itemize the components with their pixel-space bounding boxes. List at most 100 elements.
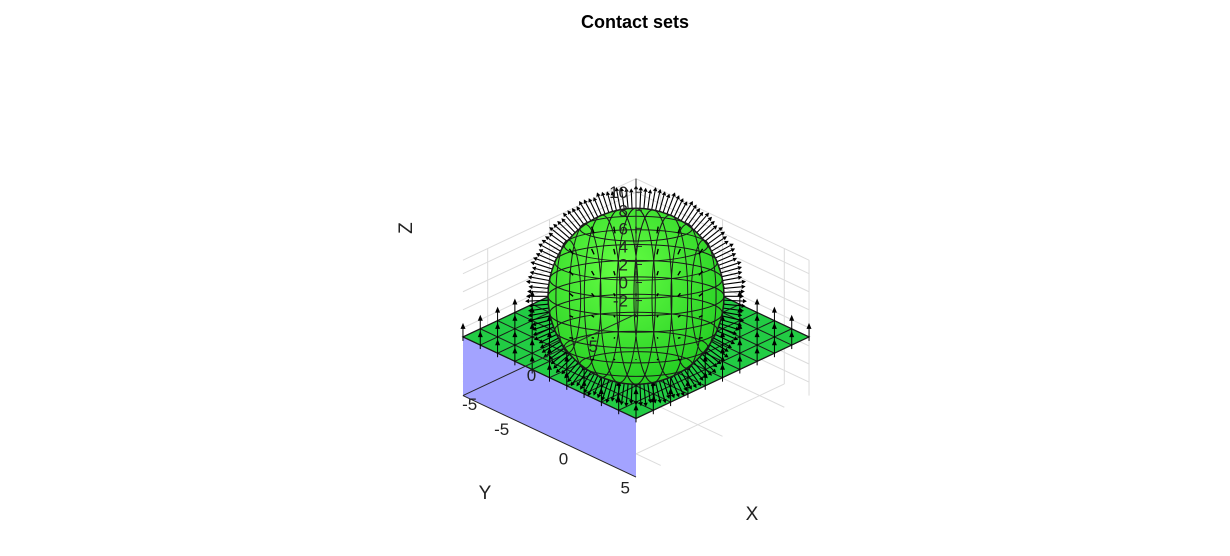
normal-arrow xyxy=(698,292,704,297)
normal-arrow-head xyxy=(547,363,552,370)
normal-arrow-head xyxy=(619,187,624,192)
normal-arrow-head xyxy=(737,270,743,276)
normal-arrow xyxy=(630,382,633,401)
normal-arrow-head xyxy=(528,303,533,308)
normal-arrow-head xyxy=(707,371,712,376)
normal-arrow-head xyxy=(740,294,744,299)
normal-arrow xyxy=(630,192,633,210)
normal-arrow-head xyxy=(525,298,530,304)
normal-arrow xyxy=(669,198,679,217)
normal-arrow xyxy=(680,204,692,222)
normal-arrow-head xyxy=(541,239,547,244)
normal-arrow-head xyxy=(553,223,558,229)
normal-arrow xyxy=(613,248,616,255)
normal-arrow-head xyxy=(576,206,581,211)
normal-arrow-head xyxy=(564,373,569,379)
normal-arrow-head xyxy=(528,308,533,313)
normal-arrow-head xyxy=(529,322,535,329)
normal-arrow xyxy=(656,270,659,276)
normal-arrow-head xyxy=(601,396,606,401)
normal-arrow xyxy=(565,215,580,232)
normal-arrow xyxy=(662,197,669,213)
normal-arrow-head xyxy=(739,317,745,323)
normal-arrow-head xyxy=(806,322,812,329)
normal-arrow xyxy=(684,369,695,386)
normal-arrow-head xyxy=(529,290,535,297)
normal-arrow xyxy=(594,376,603,393)
normal-arrow-head xyxy=(718,227,723,232)
normal-arrow-head xyxy=(587,391,592,397)
normal-arrow-head xyxy=(710,220,715,226)
y-tick-label: 0 xyxy=(527,366,536,385)
normal-arrow-head xyxy=(724,353,729,358)
normal-arrow xyxy=(568,270,574,276)
normal-arrow xyxy=(531,311,552,316)
x-tick-label: 5 xyxy=(621,478,630,497)
normal-arrow xyxy=(585,371,596,390)
normal-arrow xyxy=(543,337,560,347)
normal-arrow xyxy=(712,245,731,256)
normal-arrow-head xyxy=(579,201,583,206)
normal-arrow xyxy=(569,314,574,318)
normal-arrow-head xyxy=(512,314,518,321)
normal-arrow-head xyxy=(730,340,736,345)
z-tick-label: 0 xyxy=(619,274,628,293)
normal-arrow-head xyxy=(720,231,725,236)
normal-arrow xyxy=(722,291,741,293)
normal-arrow-head xyxy=(588,198,593,203)
normal-arrow xyxy=(656,315,659,318)
normal-arrow-head xyxy=(741,284,746,289)
normal-arrow xyxy=(698,248,704,255)
normal-arrow xyxy=(602,379,610,398)
normal-arrow-head xyxy=(704,212,709,218)
normal-arrow-head xyxy=(547,331,552,338)
normal-arrow xyxy=(590,248,595,255)
normal-arrow-head xyxy=(529,270,535,276)
normal-arrow-head xyxy=(692,383,697,389)
normal-arrow-head xyxy=(529,355,535,362)
normal-arrow xyxy=(613,358,616,361)
normal-arrow-head xyxy=(737,312,743,317)
normal-arrow xyxy=(676,204,686,221)
normal-arrow-head xyxy=(528,284,533,290)
normal-arrow-head xyxy=(576,381,581,387)
normal-arrow xyxy=(591,314,595,318)
normal-arrow-head xyxy=(724,347,729,352)
normal-arrow xyxy=(544,241,561,252)
normal-arrow-head xyxy=(643,402,648,407)
sphere-mesh-line xyxy=(633,209,673,384)
normal-arrow-head xyxy=(541,348,547,353)
sphere-mesh-line xyxy=(568,223,602,369)
normal-arrow-head xyxy=(527,313,533,318)
normal-arrow-head xyxy=(754,314,760,321)
normal-arrow-head xyxy=(564,355,570,362)
normal-arrow-head xyxy=(683,201,688,206)
normal-arrow xyxy=(721,299,743,302)
normal-arrow xyxy=(656,248,659,255)
normal-arrow-head xyxy=(670,393,675,399)
normal-arrow-head xyxy=(647,399,653,404)
normal-arrow-head xyxy=(597,393,602,399)
normal-arrow-head xyxy=(638,402,643,407)
normal-arrow-head xyxy=(477,331,483,338)
z-tick-label: 8 xyxy=(619,201,628,220)
normal-arrow-head xyxy=(605,191,611,196)
y-tick-label: 5 xyxy=(589,337,598,356)
normal-arrow-head xyxy=(535,253,541,257)
x-tick-label: 0 xyxy=(559,449,568,468)
normal-arrow-head xyxy=(707,216,712,222)
sphere-mesh-line xyxy=(599,209,639,384)
normal-arrow-head xyxy=(512,347,518,354)
normal-arrow-head xyxy=(553,364,558,369)
normal-arrow-head xyxy=(730,248,736,253)
normal-arrow-head xyxy=(666,193,671,198)
normal-arrow-head xyxy=(754,331,760,338)
normal-arrow xyxy=(566,360,580,376)
normal-arrow xyxy=(607,194,614,213)
normal-arrow-head xyxy=(571,208,577,213)
z-axis-label: Z xyxy=(396,222,417,234)
normal-arrow-head xyxy=(737,339,743,346)
normal-arrow xyxy=(616,190,622,212)
normal-arrow-head xyxy=(624,187,629,192)
normal-arrow xyxy=(715,329,735,339)
